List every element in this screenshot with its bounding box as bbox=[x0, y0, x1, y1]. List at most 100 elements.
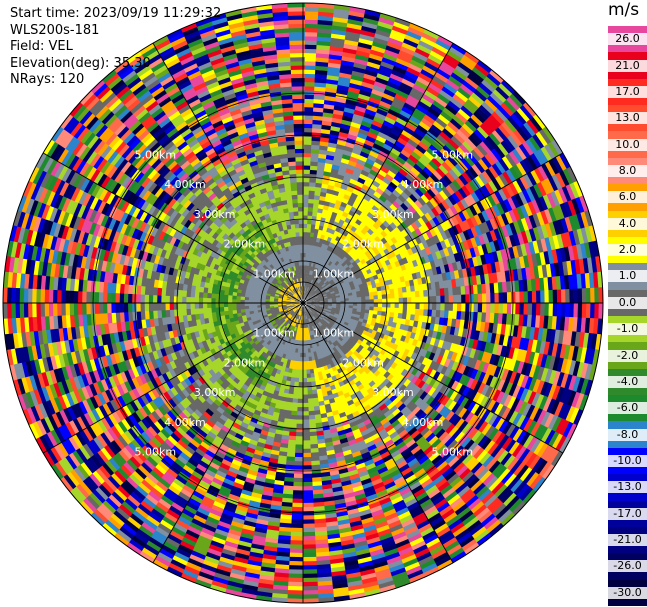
velocity-cell bbox=[293, 456, 303, 462]
velocity-cell bbox=[314, 78, 329, 84]
velocity-cell bbox=[423, 191, 434, 202]
velocity-cell bbox=[345, 141, 356, 149]
velocity-cell bbox=[353, 249, 360, 256]
velocity-cell bbox=[315, 61, 330, 67]
velocity-cell bbox=[470, 113, 485, 128]
velocity-cell bbox=[450, 72, 467, 86]
velocity-cell bbox=[336, 88, 350, 96]
velocity-cell bbox=[376, 108, 390, 118]
velocity-cell bbox=[347, 182, 357, 190]
velocity-cell bbox=[484, 98, 500, 113]
velocity-cell bbox=[464, 51, 482, 65]
velocity-cell bbox=[288, 535, 303, 541]
velocity-cell bbox=[306, 278, 309, 283]
velocity-cell bbox=[455, 65, 472, 79]
velocity-cell bbox=[432, 170, 444, 182]
velocity-cell bbox=[303, 52, 318, 58]
velocity-cell bbox=[491, 129, 506, 145]
velocity-cell bbox=[405, 142, 417, 153]
velocity-cell bbox=[312, 211, 319, 217]
velocity-cell bbox=[362, 17, 381, 26]
velocity-cell bbox=[339, 127, 351, 135]
velocity-cell bbox=[322, 204, 330, 211]
velocity-cell bbox=[311, 144, 321, 150]
velocity-cell bbox=[581, 303, 587, 320]
velocity-cell bbox=[414, 128, 427, 139]
velocity-cell bbox=[423, 114, 437, 126]
velocity-cell bbox=[312, 207, 319, 213]
velocity-cell bbox=[386, 112, 400, 122]
velocity-cell bbox=[536, 290, 541, 305]
velocity-cell bbox=[444, 158, 456, 171]
velocity-cell bbox=[439, 131, 453, 143]
velocity-cell bbox=[314, 281, 319, 287]
velocity-cell bbox=[346, 22, 364, 31]
velocity-cell bbox=[355, 162, 366, 171]
velocity-cell bbox=[379, 100, 393, 110]
velocity-cell bbox=[361, 25, 379, 34]
velocity-cell bbox=[442, 57, 460, 70]
velocity-cell bbox=[317, 28, 334, 34]
velocity-cell bbox=[435, 167, 447, 179]
velocity-cell bbox=[352, 66, 368, 75]
velocity-cell bbox=[311, 140, 322, 146]
velocity-cell bbox=[301, 552, 317, 558]
velocity-cell bbox=[403, 38, 421, 49]
velocity-cell bbox=[380, 123, 394, 133]
velocity-cell bbox=[312, 292, 317, 296]
velocity-cell bbox=[307, 211, 314, 217]
velocity-cell bbox=[373, 116, 386, 125]
velocity-cell bbox=[313, 98, 326, 105]
velocity-cell bbox=[413, 107, 428, 119]
velocity-cell bbox=[425, 86, 441, 98]
velocity-cell bbox=[339, 187, 348, 195]
velocity-cell bbox=[325, 269, 330, 275]
velocity-cell bbox=[305, 296, 309, 300]
velocity-cell bbox=[507, 116, 522, 132]
velocity-cell bbox=[375, 29, 393, 39]
velocity-cell bbox=[301, 573, 318, 579]
velocity-cell bbox=[318, 7, 337, 14]
velocity-cell bbox=[408, 91, 424, 102]
velocity-cell bbox=[397, 53, 414, 64]
velocity-cell bbox=[363, 112, 377, 121]
velocity-cell bbox=[515, 303, 520, 316]
velocity-cell bbox=[306, 377, 312, 383]
velocity-cell bbox=[417, 100, 432, 112]
velocity-cell bbox=[312, 271, 316, 276]
velocity-cell bbox=[306, 373, 311, 379]
velocity-cell bbox=[307, 394, 314, 400]
velocity-cell bbox=[416, 43, 434, 56]
velocity-cell bbox=[318, 11, 336, 18]
velocity-cell bbox=[449, 97, 465, 110]
velocity-cell bbox=[340, 123, 352, 131]
velocity-cell bbox=[313, 203, 320, 209]
velocity-cell bbox=[306, 223, 312, 229]
velocity-cell bbox=[394, 61, 410, 72]
velocity-cell bbox=[377, 20, 396, 31]
velocity-cell bbox=[431, 46, 449, 59]
velocity-cell bbox=[303, 294, 305, 299]
velocity-cell bbox=[303, 236, 307, 241]
velocity-cell bbox=[307, 269, 311, 275]
velocity-cell bbox=[367, 154, 378, 163]
velocity-cell bbox=[361, 21, 380, 30]
velocity-cell bbox=[325, 214, 333, 220]
velocity-cell bbox=[320, 282, 326, 287]
velocity-cell bbox=[422, 166, 434, 178]
velocity-cell bbox=[392, 97, 407, 107]
velocity-cell bbox=[308, 293, 313, 298]
velocity-cell bbox=[577, 288, 583, 305]
velocity-cell bbox=[393, 21, 412, 32]
velocity-cell bbox=[321, 120, 333, 127]
velocity-cell bbox=[433, 42, 451, 56]
velocity-cell bbox=[295, 423, 303, 429]
velocity-cell bbox=[316, 165, 326, 172]
velocity-cell bbox=[478, 82, 495, 97]
velocity-cell bbox=[412, 190, 422, 201]
velocity-cell bbox=[414, 290, 420, 298]
velocity-cell bbox=[301, 560, 317, 566]
velocity-cell bbox=[330, 252, 336, 258]
velocity-cell bbox=[544, 290, 550, 305]
velocity-cell bbox=[380, 96, 395, 106]
